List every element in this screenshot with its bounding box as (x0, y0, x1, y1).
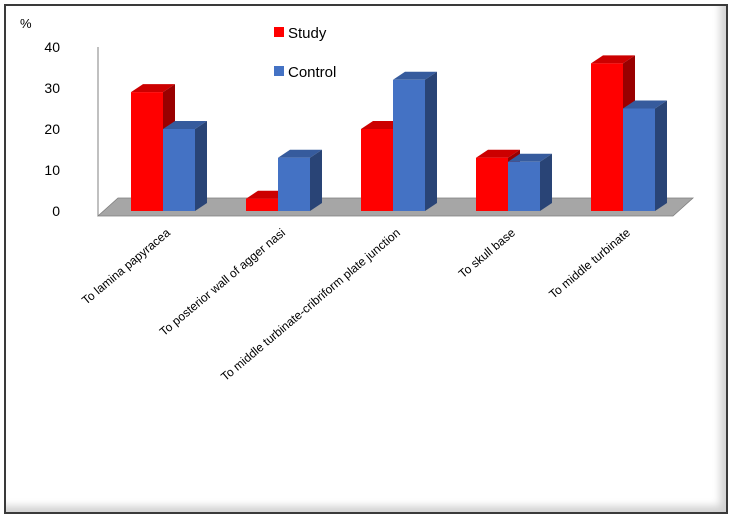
legend-swatch-study (274, 27, 284, 37)
bar-control-3 (393, 71, 437, 211)
legend-label-study: Study (288, 25, 327, 42)
y-tick-label: 20 (44, 121, 60, 137)
y-axis-ticks: 0 10 20 30 40 (44, 39, 99, 219)
category-label-5: To middle turbinate (546, 225, 633, 301)
bar-control-2 (278, 149, 322, 211)
y-tick-label: 10 (44, 162, 60, 178)
bar-control-5 (623, 100, 667, 211)
category-label-3: To middle turbinate-cribriform plate jun… (218, 226, 403, 384)
y-tick-label: 30 (44, 80, 60, 96)
legend-label-control: Control (288, 64, 336, 81)
legend: Study Control (274, 25, 336, 81)
bars (131, 55, 667, 212)
bar-control-1 (163, 121, 207, 211)
category-label-2: To posterior wall of agger nasi (157, 226, 288, 339)
y-tick-label: 0 (52, 203, 60, 219)
bar-control-4 (508, 153, 552, 211)
category-label-1: To lamina papyracea (79, 225, 173, 307)
legend-swatch-control (274, 66, 284, 76)
category-label-4: To skull base (456, 225, 518, 281)
y-axis-unit-label: % (20, 16, 32, 31)
y-tick-label: 40 (44, 39, 60, 55)
